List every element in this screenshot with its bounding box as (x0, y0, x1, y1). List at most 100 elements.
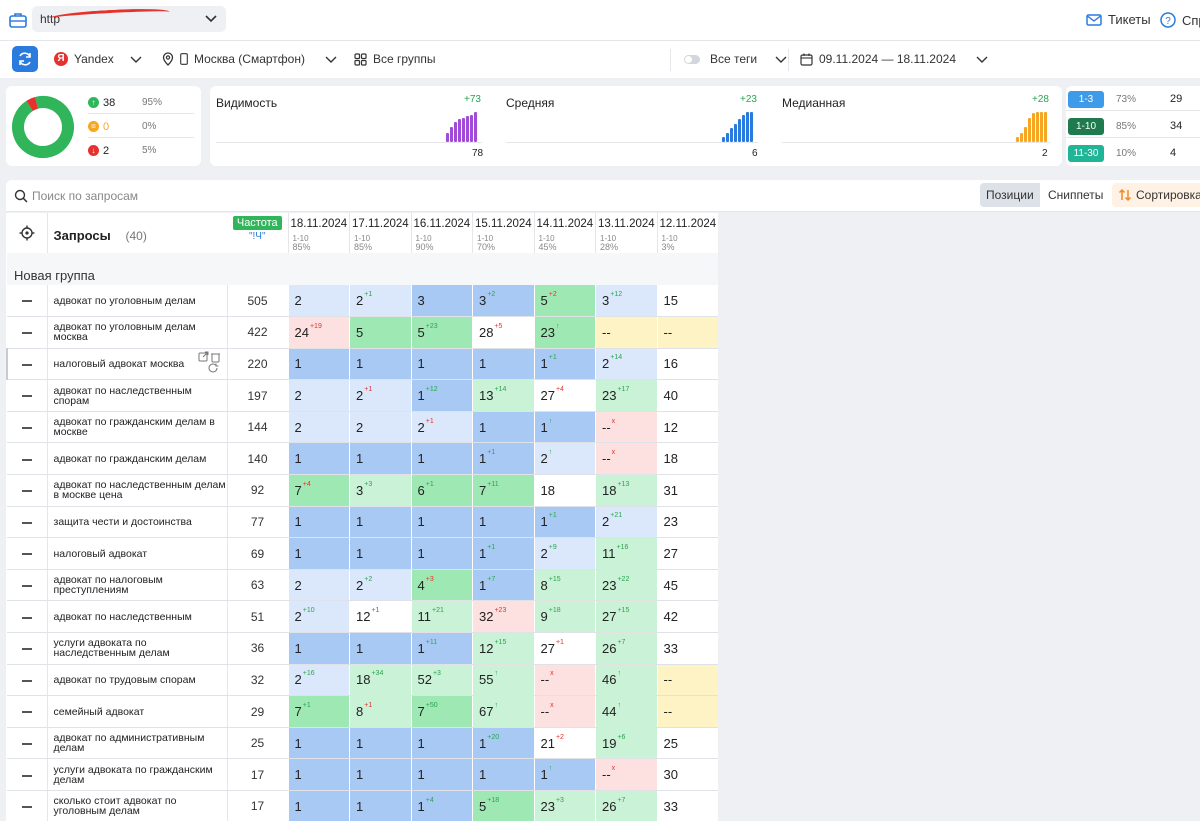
date-column-header[interactable]: 17.11.2024 1-10 85% (349, 213, 411, 253)
row-collapse-cell[interactable] (7, 664, 47, 697)
position-cell[interactable]: 18+13 (595, 474, 657, 507)
position-cell[interactable]: 25 (656, 727, 718, 760)
position-cell[interactable]: 7+4 (287, 474, 350, 507)
position-cell[interactable]: 1 (349, 727, 411, 760)
table-row[interactable]: адвокат по уголовным делам 505 2 2+1 3 3+2 5+2… (7, 285, 718, 318)
row-collapse-cell[interactable] (7, 695, 47, 728)
position-cell[interactable]: 1 (349, 537, 411, 570)
position-cell[interactable]: 1 (349, 758, 411, 791)
position-cell[interactable]: 1+1 (472, 537, 534, 570)
row-collapse-cell[interactable] (7, 600, 47, 634)
position-cell[interactable]: 45 (656, 569, 718, 602)
row-collapse-cell[interactable] (7, 727, 47, 760)
query-cell[interactable]: адвокат по наследственным (46, 600, 227, 634)
position-cell[interactable]: 28+5 (472, 316, 534, 349)
position-cell[interactable]: 1 (410, 506, 473, 539)
range-row[interactable]: 11-30 10% 4 (1066, 142, 1200, 165)
position-cell[interactable]: 12+15 (472, 632, 534, 665)
position-cell[interactable]: 1 (349, 632, 411, 665)
position-cell[interactable]: 11+16 (595, 537, 657, 570)
position-cell[interactable]: 3+2 (472, 285, 534, 318)
position-cell[interactable]: 4+3 (410, 569, 473, 602)
table-row[interactable]: адвокат по гражданским делам в москве 144… (7, 411, 718, 444)
position-cell[interactable]: 1 (287, 632, 350, 665)
position-cell[interactable]: 1 (287, 348, 350, 381)
position-cell[interactable]: 1 (472, 506, 534, 539)
position-cell[interactable]: 1↑ (533, 411, 596, 444)
table-row[interactable]: услуги адвоката по гражданским делам 17 1 1… (7, 758, 718, 791)
positions-tab[interactable]: Позиции (980, 183, 1040, 207)
position-cell[interactable]: 1 (349, 506, 411, 539)
position-cell[interactable]: 1 (287, 790, 350, 821)
row-collapse-cell[interactable] (7, 379, 47, 412)
position-cell[interactable]: 52+3 (410, 664, 473, 697)
tags-toggle[interactable] (684, 54, 700, 64)
position-cell[interactable]: 2+1 (349, 285, 411, 318)
position-cell[interactable]: 12 (656, 411, 718, 444)
groups-select[interactable]: Все группы (354, 52, 436, 66)
row-collapse-cell[interactable] (7, 316, 47, 349)
position-cell[interactable]: 1+1 (472, 442, 534, 476)
position-cell[interactable]: 2+16 (287, 664, 350, 697)
select-all-cell[interactable] (7, 213, 47, 253)
query-cell[interactable]: адвокат по налоговым преступлениям (46, 569, 227, 602)
position-cell[interactable]: 1 (472, 411, 534, 444)
table-row[interactable]: защита чести и достоинства 77 1 1 1 1 1+1 2+21 2… (7, 506, 718, 539)
position-cell[interactable]: 27+15 (595, 600, 657, 634)
table-row[interactable]: сколько стоит адвокат по уголовным делам… (7, 790, 718, 821)
position-cell[interactable]: 1 (472, 758, 534, 791)
position-cell[interactable]: 2 (349, 411, 411, 444)
position-cell[interactable]: 3+3 (349, 474, 411, 507)
date-column-header[interactable]: 16.11.2024 1-10 90% (410, 213, 473, 253)
query-cell[interactable]: адвокат по гражданским делам (46, 442, 227, 476)
table-row[interactable]: адвокат по наследственным 51 2+10 12+1 11+21… (7, 600, 718, 634)
position-cell[interactable]: 1 (349, 790, 411, 821)
query-cell[interactable]: адвокат по уголовным делам (46, 285, 227, 318)
position-cell[interactable]: 18 (656, 442, 718, 476)
date-column-header[interactable]: 15.11.2024 1-10 70% (472, 213, 534, 253)
position-cell[interactable]: 5+23 (410, 316, 473, 349)
position-cell[interactable]: --x (595, 411, 657, 444)
position-cell[interactable]: --x (595, 758, 657, 791)
position-cell[interactable]: 13+14 (472, 379, 534, 412)
position-cell[interactable]: 7+1 (287, 695, 350, 728)
position-cell[interactable]: 1 (472, 348, 534, 381)
queries-header[interactable]: Запросы (40) (46, 213, 227, 253)
row-collapse-cell[interactable] (7, 758, 47, 791)
position-cell[interactable]: 2+1 (349, 379, 411, 412)
position-cell[interactable]: 2 (287, 285, 350, 318)
position-cell[interactable]: 1↑ (533, 758, 596, 791)
position-cell[interactable]: 23 (656, 506, 718, 539)
query-cell[interactable]: адвокат по наследственным спорам (46, 379, 227, 412)
position-cell[interactable]: 1 (410, 758, 473, 791)
range-row[interactable]: 1-3 73% 29 (1066, 88, 1200, 111)
position-cell[interactable]: 1 (287, 506, 350, 539)
table-row[interactable]: адвокат по административным делам 25 1 1 1 1+… (7, 727, 718, 760)
row-collapse-cell[interactable] (7, 411, 47, 444)
date-column-header[interactable]: 12.11.2024 1-10 3% (656, 213, 718, 253)
frequency-header[interactable]: Частота "!Ч" (227, 213, 288, 253)
query-cell[interactable]: адвокат по трудовым спорам (46, 664, 227, 697)
position-cell[interactable]: 1 (349, 348, 411, 381)
position-cell[interactable]: 21+2 (533, 727, 596, 760)
position-cell[interactable]: 26+7 (595, 632, 657, 665)
query-cell[interactable]: адвокат по уголовным делам москва (46, 316, 227, 349)
position-cell[interactable]: 19+6 (595, 727, 657, 760)
position-cell[interactable]: 5+2 (533, 285, 596, 318)
position-cell[interactable]: 2+14 (595, 348, 657, 381)
position-cell[interactable]: 1 (287, 727, 350, 760)
help-link[interactable]: ? Спр (1160, 12, 1200, 28)
table-row[interactable]: налоговый адвокат москва 220 1 1 1 1 1+1 2+14 16 (6, 348, 718, 381)
tags-select[interactable]: Все теги (684, 52, 787, 66)
position-cell[interactable]: 1 (410, 727, 473, 760)
row-collapse-cell[interactable] (7, 474, 47, 507)
position-cell[interactable]: 42 (656, 600, 718, 634)
position-cell[interactable]: 8+15 (533, 569, 596, 602)
position-cell[interactable]: -- (656, 664, 718, 697)
row-collapse-cell[interactable] (7, 442, 47, 476)
position-cell[interactable]: --x (533, 695, 596, 728)
position-cell[interactable]: 5 (349, 316, 411, 349)
position-cell[interactable]: 8+1 (349, 695, 411, 728)
position-cell[interactable]: 1+7 (472, 569, 534, 602)
position-cell[interactable]: 1 (410, 348, 473, 381)
